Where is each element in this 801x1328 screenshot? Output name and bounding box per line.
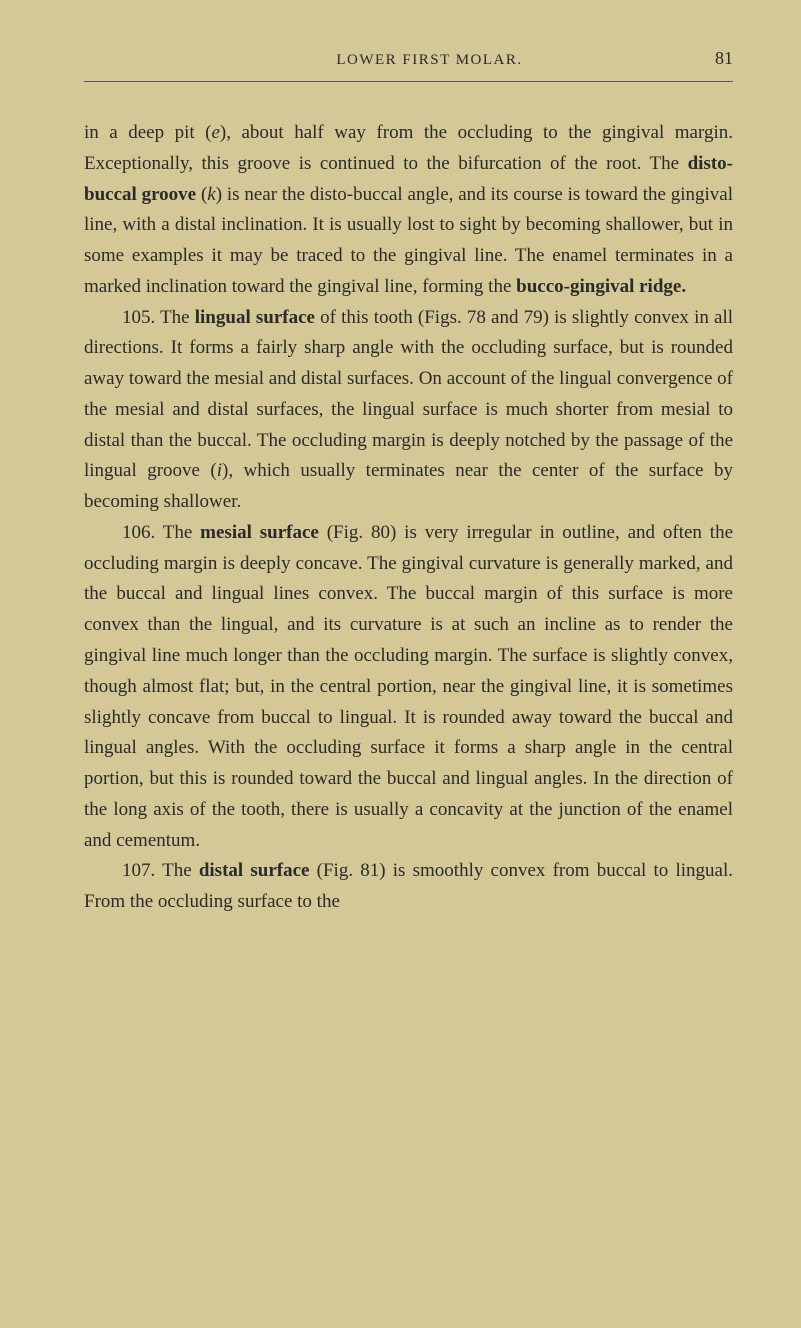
term-distal-surface: distal surface [199, 860, 310, 881]
page-number: 81 [715, 48, 733, 69]
page-header: LOWER FIRST MOLAR. 81 [84, 48, 733, 69]
text-run: in a deep pit ( [84, 122, 211, 143]
paragraph-continuation: in a deep pit (e), about half way from t… [84, 118, 733, 303]
text-run: (Fig. 80) is very irregular in outline, … [84, 522, 733, 851]
term-lingual-surface: lingual surface [195, 307, 315, 328]
variable-e: e [211, 122, 219, 143]
paragraph-105: 105. The lingual surface of this tooth (… [84, 303, 733, 518]
header-divider [84, 81, 733, 82]
term-mesial-surface: mesial surface [200, 522, 319, 543]
text-run: 106. The [122, 522, 200, 543]
variable-k: k [207, 184, 215, 205]
document-page: LOWER FIRST MOLAR. 81 in a deep pit (e),… [0, 0, 801, 966]
text-run: 105. The [122, 307, 195, 328]
term-bucco-gingival-ridge: bucco-gingival ridge. [516, 276, 686, 297]
paragraph-106: 106. The mesial surface (Fig. 80) is ver… [84, 518, 733, 856]
text-run: of this tooth (Figs. 78 and 79) is sligh… [84, 307, 733, 482]
body-text: in a deep pit (e), about half way from t… [84, 118, 733, 918]
text-run: ( [196, 184, 207, 205]
text-run: 107. The [122, 860, 199, 881]
header-title: LOWER FIRST MOLAR. [84, 52, 715, 69]
paragraph-107: 107. The distal surface (Fig. 81) is smo… [84, 856, 733, 918]
